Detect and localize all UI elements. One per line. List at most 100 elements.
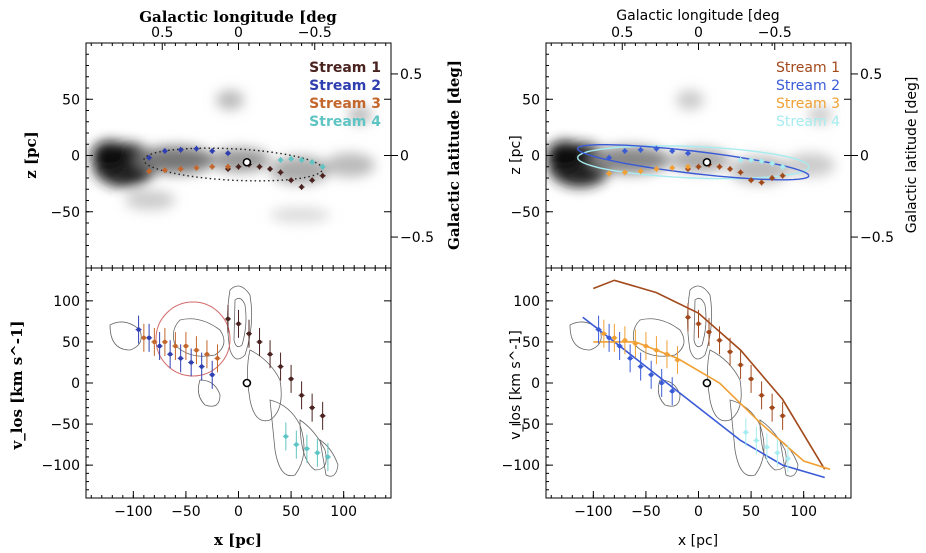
- top-tick-label: −0.5: [758, 25, 792, 41]
- stream-4-point: [759, 158, 764, 164]
- stream-marks: [135, 304, 331, 471]
- stream-2-point: [648, 372, 654, 377]
- plot-frame: [85, 267, 392, 499]
- top-tick-label: 0.5: [611, 25, 633, 41]
- right-axis-title: Galactic latitude [deg]: [904, 77, 920, 234]
- stream-2-point: [167, 352, 173, 357]
- stream-1-point: [717, 338, 722, 343]
- stream-1-point: [738, 170, 743, 175]
- stream-3-point: [612, 335, 617, 341]
- stream-1-point: [309, 178, 315, 183]
- right-tick-label: 0.5: [860, 67, 882, 83]
- stream-3-point: [622, 170, 628, 175]
- stream-2-point: [606, 155, 612, 160]
- stream-2-point: [685, 151, 691, 156]
- sgr-a-marker: [242, 378, 252, 388]
- x-tick-label: −100: [114, 504, 152, 520]
- legend-entry-stream-3: Stream 3: [776, 96, 840, 112]
- stream-3-point: [654, 347, 659, 353]
- stream-1-point: [320, 413, 325, 419]
- legend-entry-stream-4: Stream 4: [309, 114, 381, 130]
- panel-top-right: −50 0 50 0.5 0 −0.5 0.5 0 −0.5 Galactic longitud…: [508, 8, 920, 269]
- stream-4-point: [294, 442, 299, 447]
- stream-2-point: [210, 148, 215, 154]
- x-tick-label: −100: [574, 504, 612, 520]
- legend-entry-stream-3: Stream 3: [309, 96, 381, 112]
- y-tick-label: −50: [50, 417, 80, 433]
- panel-bottom-left: −100 −50 0 50 100 −100 −50 0 50 100 x [pc] v_los …: [8, 267, 392, 549]
- y-tick-label: 50: [522, 92, 540, 108]
- stream-4-point: [769, 161, 775, 166]
- top-axis-title: Galactic longitude [deg: [139, 8, 337, 26]
- contour-background: [569, 285, 799, 477]
- stream-3-point: [178, 166, 183, 172]
- stream-4-point: [785, 456, 791, 461]
- stream-3-point: [141, 335, 147, 341]
- stream-1-point: [225, 316, 231, 322]
- stream-3-point: [225, 164, 231, 169]
- stream-1-point: [278, 170, 283, 175]
- stream-1-point: [759, 180, 764, 185]
- y-axis-title: z [pc]: [508, 135, 524, 174]
- stream-2-point: [188, 360, 194, 365]
- stream-1-point: [278, 364, 283, 369]
- stream-1-point: [696, 164, 701, 169]
- stream-2-point: [146, 155, 152, 160]
- stream-3-point: [664, 352, 670, 357]
- stream-2-point: [638, 147, 643, 153]
- stream-1-point: [706, 329, 712, 335]
- stream-4-point: [283, 434, 289, 439]
- dust-background: [547, 90, 835, 187]
- stream-2-point: [622, 148, 628, 154]
- y-tick-label: −50: [510, 205, 540, 221]
- panel-bottom-right: −100 −50 0 50 100 −100 −50 0 50 100 x [pc] v_los …: [502, 267, 852, 549]
- top-tick-label: 0.5: [151, 25, 173, 41]
- stream-4-point: [780, 164, 785, 169]
- stream-2-point: [178, 147, 183, 153]
- stream-2-point: [199, 364, 204, 369]
- stream-1-point: [236, 164, 241, 169]
- x-tick-label: 50: [742, 504, 760, 520]
- stream-3-point: [675, 357, 680, 363]
- y-axis-title: v_los [km s^-1]: [508, 330, 524, 440]
- stream-1-point: [696, 321, 701, 327]
- stream-1-point: [780, 413, 785, 419]
- stream-3-point: [162, 167, 168, 173]
- stream-4-point: [288, 156, 294, 162]
- right-tick-label: 0: [400, 149, 409, 165]
- stream-2-point: [157, 343, 162, 349]
- stream-1-point: [299, 393, 304, 398]
- stream-marks: [595, 303, 791, 473]
- model-orbit-dotted: [143, 147, 324, 182]
- stream-1-point: [288, 376, 294, 382]
- stream-4-point: [299, 157, 304, 163]
- stream-4-point: [754, 438, 759, 443]
- model-orbit-1: [593, 279, 826, 470]
- top-tick-label: 0: [234, 25, 243, 41]
- tick-labels: −50 0 50 0.5 0 −0.5 0.5 0 −0.5: [510, 25, 894, 246]
- stream-2-point: [146, 335, 152, 341]
- stream-2-point: [638, 364, 643, 369]
- stream-1-point: [320, 173, 325, 178]
- stream-1-point: [267, 166, 273, 172]
- stream-3-point: [654, 166, 659, 172]
- stream-4-point: [743, 430, 749, 435]
- y-tick-label: −100: [42, 458, 80, 474]
- stream-1-point: [748, 376, 754, 382]
- y-tick-label: −50: [50, 205, 80, 221]
- y-tick-label: −50: [510, 417, 540, 433]
- stream-2-point: [194, 146, 199, 151]
- sgr-a-marker: [242, 157, 252, 167]
- stream-2-point: [654, 146, 659, 151]
- x-tick-label: 50: [282, 504, 300, 520]
- y-tick-label: 100: [53, 294, 80, 310]
- stream-3-point: [670, 165, 675, 171]
- legend-entry-stream-2: Stream 2: [309, 78, 381, 94]
- x-tick-label: 0: [234, 504, 243, 520]
- dust-background: [92, 90, 375, 223]
- stream-4-point: [278, 157, 283, 163]
- stream-3-point: [685, 164, 691, 169]
- x-axis-title: x [pc]: [214, 531, 262, 549]
- tick-labels: −50 0 50 0.5 0 −0.5 0.5 0 −0.5: [50, 25, 434, 246]
- stream-1-point: [267, 352, 273, 357]
